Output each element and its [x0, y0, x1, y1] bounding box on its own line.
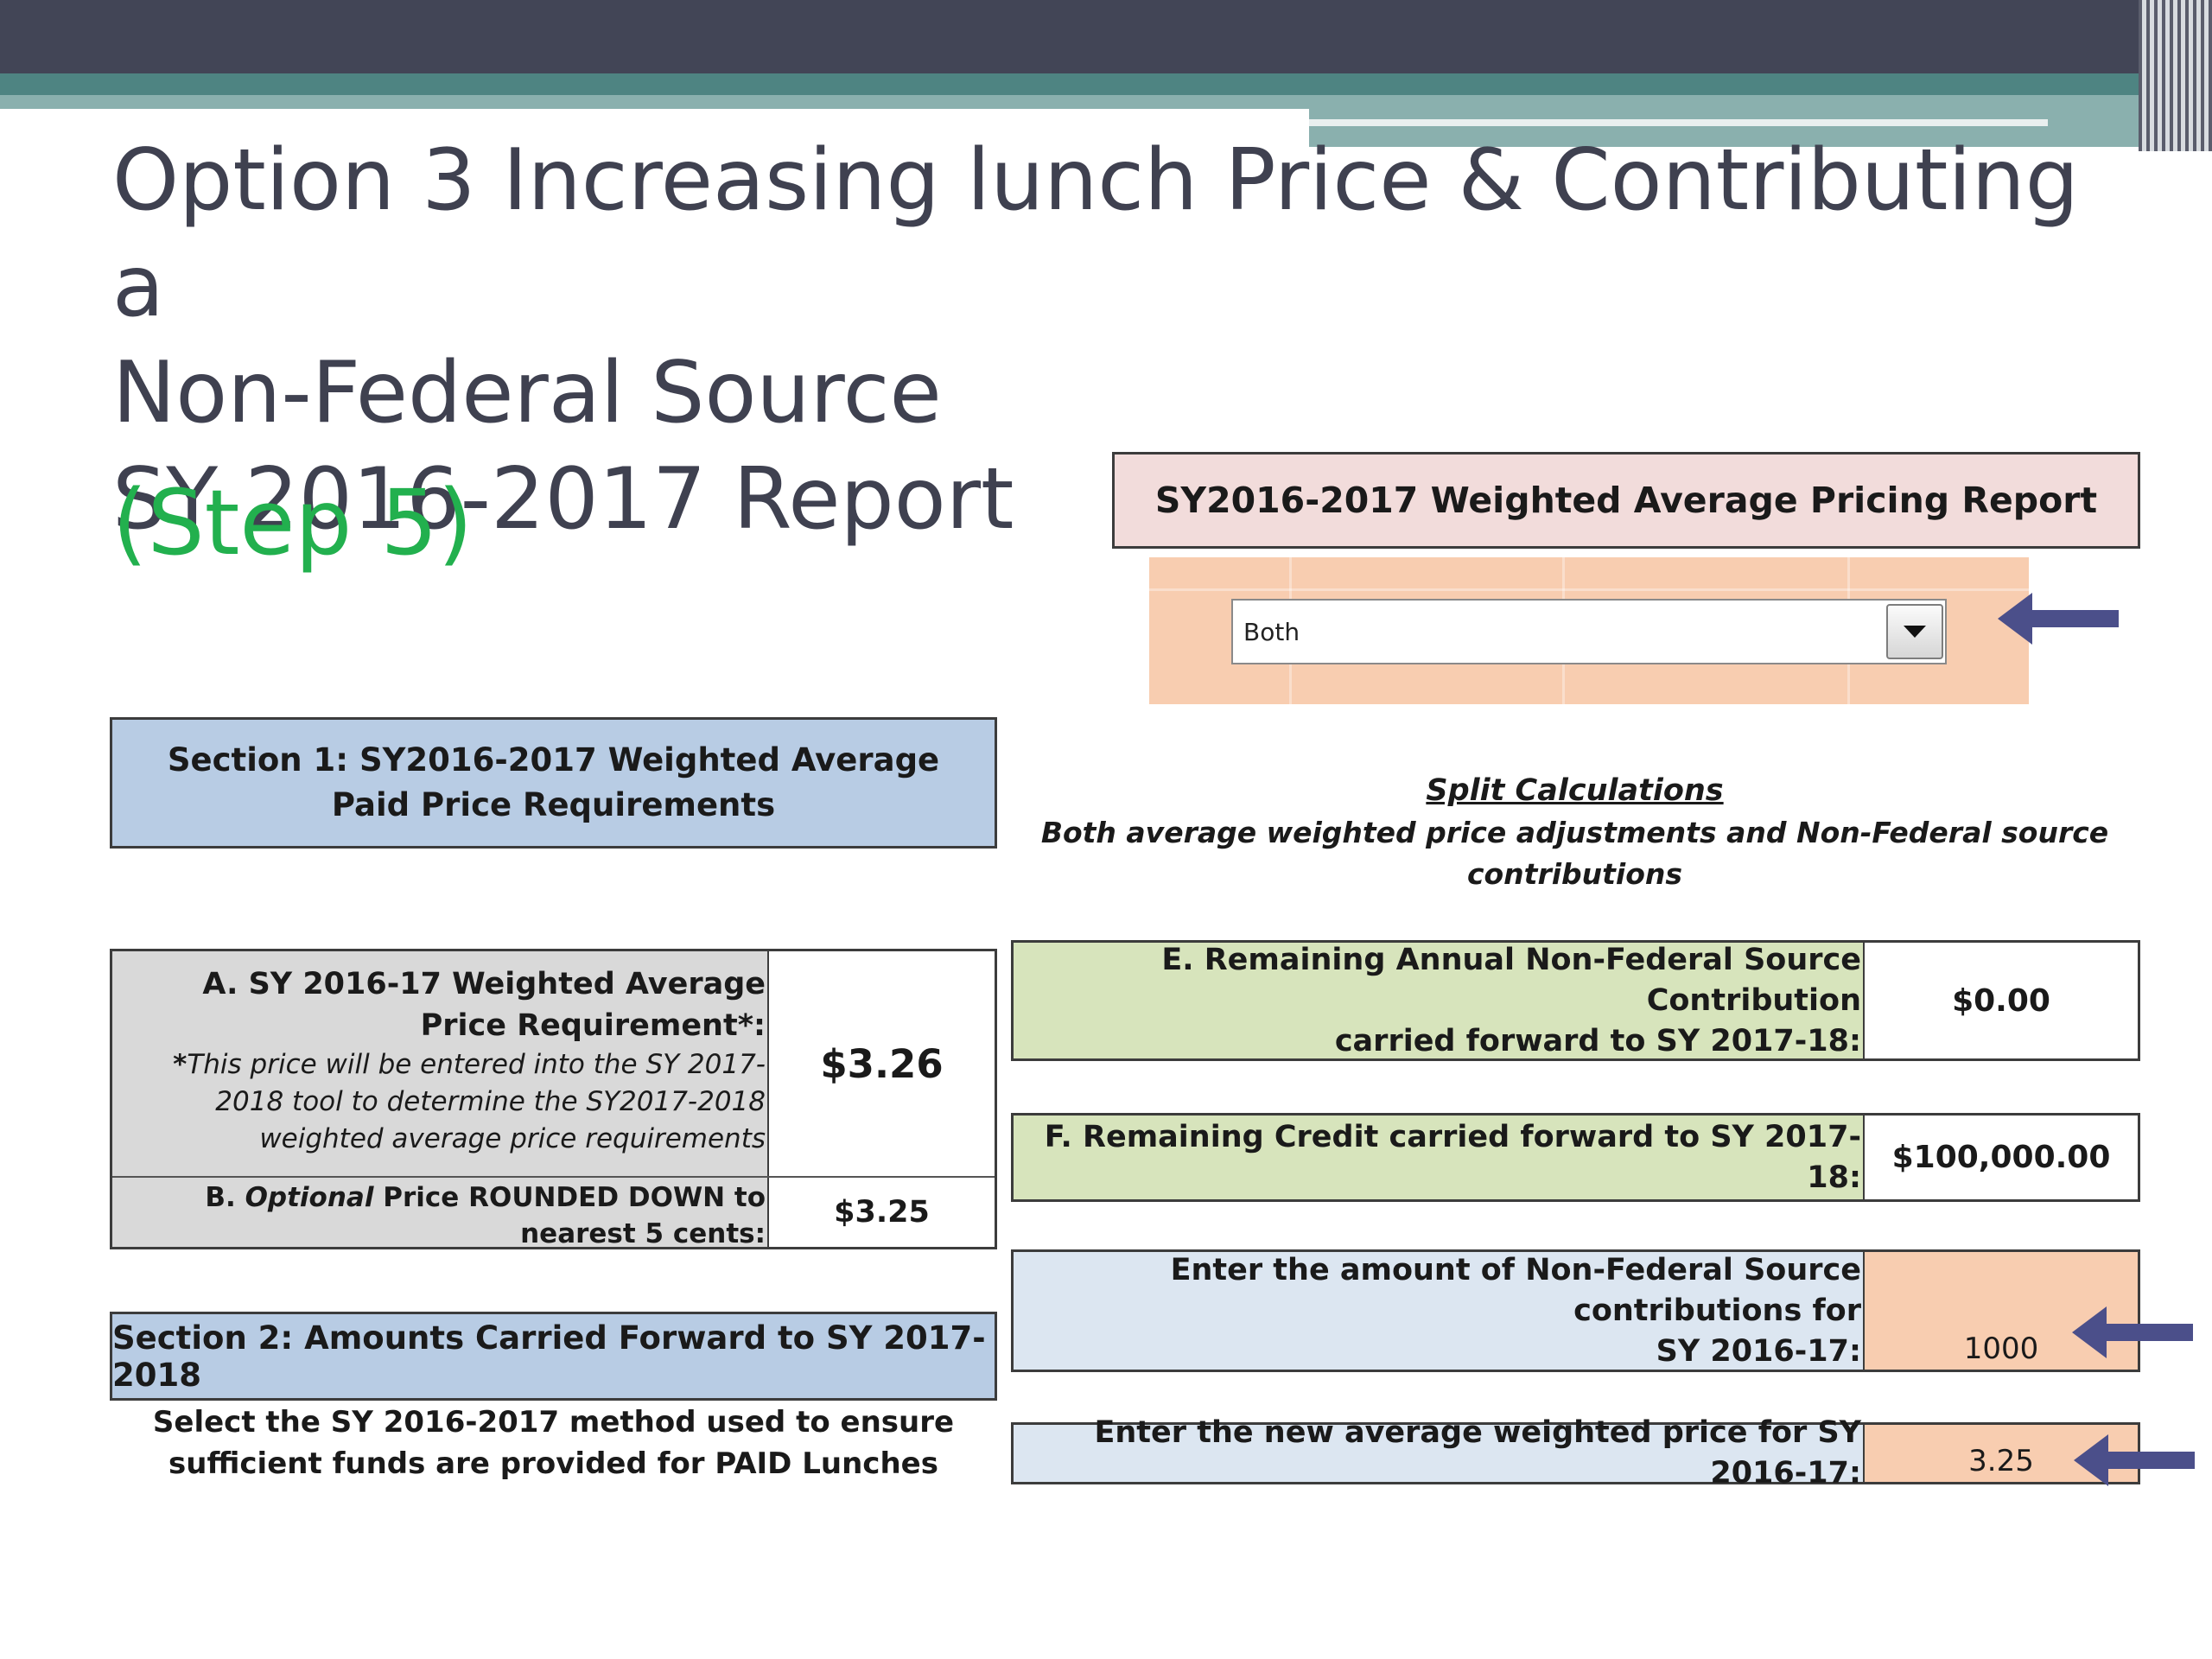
- new-price-label-text: Enter the new average weighted price for…: [1094, 1415, 1861, 1491]
- row-f-label-text: F. Remaining Credit carried forward to S…: [1044, 1119, 1861, 1195]
- price-requirement-table: A. SY 2016-17 Weighted Average Price Req…: [110, 949, 997, 1249]
- row-a-label: A. SY 2016-17 Weighted Average Price Req…: [112, 951, 767, 1176]
- dropdown-toggle-button[interactable]: [1886, 604, 1943, 659]
- row-e: E. Remaining Annual Non-Federal Source C…: [1011, 940, 2140, 1061]
- new-price-label: Enter the new average weighted price for…: [1014, 1415, 1863, 1491]
- step-label: (Step 5): [112, 470, 474, 575]
- row-a-value: $3.26: [767, 951, 995, 1176]
- pointer-arrow-icon: [2072, 1306, 2193, 1358]
- method-dropdown-value: Both: [1243, 617, 1300, 646]
- row-e-label-line1: E. Remaining Annual Non-Federal Source C…: [1161, 942, 1861, 1018]
- split-subtitle: Both average weighted price adjustments …: [1040, 816, 2109, 891]
- non-federal-label: Enter the amount of Non-Federal Source c…: [1014, 1252, 1863, 1370]
- non-federal-input[interactable]: 1000: [1863, 1252, 2138, 1370]
- pointer-arrow-icon: [2074, 1434, 2195, 1486]
- row-a-note: *This price will be entered into the SY …: [121, 1046, 766, 1158]
- row-b-label: B. Optional Price ROUNDED DOWN to neares…: [112, 1178, 767, 1249]
- row-a-note-text: This price will be entered into the SY 2…: [187, 1049, 766, 1154]
- top-banner-teal: [0, 73, 2212, 95]
- row-e-value: $0.00: [1863, 943, 2138, 1058]
- row-b-value: $3.25: [767, 1178, 995, 1247]
- section-1-header: Section 1: SY2016-2017 Weighted Average …: [110, 717, 997, 849]
- report-title: SY2016-2017 Weighted Average Pricing Rep…: [1112, 452, 2140, 549]
- row-f: F. Remaining Credit carried forward to S…: [1011, 1113, 2140, 1202]
- non-federal-label-line1: Enter the amount of Non-Federal Source c…: [1170, 1252, 1861, 1328]
- top-banner-dark: [0, 0, 2212, 73]
- pointer-arrow-icon: [1998, 593, 2119, 645]
- row-e-label-line2: carried forward to SY 2017-18:: [1334, 1023, 1861, 1058]
- split-calculations-note: Split Calculations Both average weighted…: [1011, 769, 2139, 895]
- row-a-note-star: *: [173, 1049, 188, 1080]
- row-non-federal-input: Enter the amount of Non-Federal Source c…: [1011, 1249, 2140, 1372]
- top-banner-light-left: [0, 95, 1309, 109]
- section-2-subtitle: Select the SY 2016-2017 method used to e…: [152, 1405, 955, 1481]
- split-title: Split Calculations: [1426, 773, 1724, 808]
- method-dropdown[interactable]: Both: [1231, 599, 1947, 664]
- non-federal-label-line2: SY 2016-17:: [1656, 1333, 1861, 1369]
- row-a-title: A. SY 2016-17 Weighted Average Price Req…: [202, 967, 766, 1043]
- row-b-optional: Optional: [245, 1182, 374, 1213]
- row-b-prefix: B.: [205, 1182, 245, 1213]
- slide-title: Option 3 Increasing lunch Price & Contri…: [112, 131, 2079, 549]
- row-f-value: $100,000.00: [1863, 1116, 2138, 1199]
- chevron-down-icon: [1904, 626, 1926, 638]
- top-banner-stripes: [2139, 0, 2212, 151]
- row-divider: [112, 1176, 995, 1178]
- top-banner-highlight: [1309, 119, 2048, 126]
- row-f-label: F. Remaining Credit carried forward to S…: [1014, 1116, 1863, 1199]
- row-e-label: E. Remaining Annual Non-Federal Source C…: [1014, 943, 1863, 1058]
- section-2-header: Section 2: Amounts Carried Forward to SY…: [110, 1312, 997, 1401]
- row-b-label-text: Price ROUNDED DOWN to nearest 5 cents:: [373, 1182, 766, 1249]
- row-new-price-input: Enter the new average weighted price for…: [1011, 1415, 2140, 1491]
